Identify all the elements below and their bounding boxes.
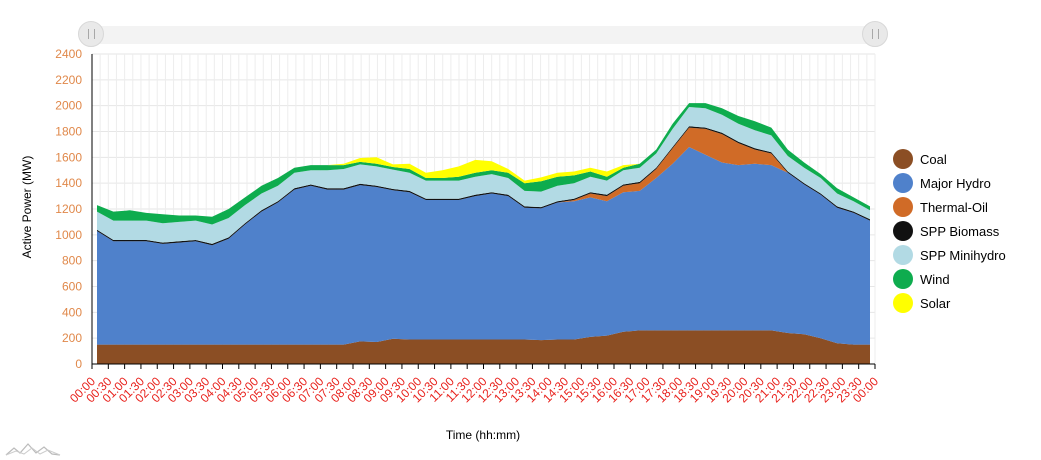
- legend-swatch: [893, 197, 913, 217]
- legend-label: SPP Biomass: [920, 223, 1000, 239]
- legend-label: SPP Minihydro: [920, 247, 1006, 263]
- y-tick-label: 200: [62, 331, 82, 345]
- legend-item[interactable]: Solar: [893, 291, 1006, 315]
- y-tick-label: 1400: [55, 176, 82, 190]
- y-tick-label: 1800: [55, 125, 82, 139]
- legend-label: Wind: [920, 271, 950, 287]
- y-tick-label: 0: [75, 357, 82, 371]
- legend-swatch: [893, 149, 913, 169]
- area-thermal-oil: [97, 127, 870, 246]
- y-tick-label: 400: [62, 305, 82, 319]
- x-scrollbar-track[interactable]: [92, 26, 876, 44]
- y-tick-label: 600: [62, 280, 82, 294]
- grip-icon: [87, 29, 95, 39]
- y-tick-label: 1600: [55, 150, 82, 164]
- legend-label: Coal: [920, 151, 947, 167]
- legend-item[interactable]: SPP Minihydro: [893, 243, 1006, 267]
- series-areas: [97, 103, 870, 364]
- y-tick-label: 1000: [55, 228, 82, 242]
- chart-logo-icon: [5, 443, 61, 456]
- legend-swatch: [893, 293, 913, 313]
- legend: Coal Major Hydro Thermal-Oil SPP Biomass SPP…: [893, 147, 1006, 315]
- area-coal: [97, 330, 870, 364]
- legend-swatch: [893, 173, 913, 193]
- scrollbar-end-grip[interactable]: [862, 21, 888, 47]
- axes: 0 200 400 600 800 1000 1200 1400 1600 1800 2000 220…: [55, 47, 881, 405]
- y-tick-label: 2200: [55, 73, 82, 87]
- grip-icon: [871, 29, 879, 39]
- legend-item[interactable]: SPP Biomass: [893, 219, 1006, 243]
- area-spp-minihydro: [97, 107, 870, 244]
- y-tick-label: 1200: [55, 202, 82, 216]
- legend-swatch: [893, 269, 913, 289]
- legend-swatch: [893, 245, 913, 265]
- legend-label: Thermal-Oil: [920, 199, 988, 215]
- x-axis-title: Time (hh:mm): [445, 428, 521, 442]
- area-major-hydro: [97, 147, 870, 345]
- legend-label: Solar: [920, 295, 951, 311]
- legend-label: Major Hydro: [920, 175, 991, 191]
- legend-swatch: [893, 221, 913, 241]
- legend-item[interactable]: Major Hydro: [893, 171, 1006, 195]
- y-tick-label: 2400: [55, 47, 82, 61]
- legend-item[interactable]: Coal: [893, 147, 1006, 171]
- legend-item[interactable]: Thermal-Oil: [893, 195, 1006, 219]
- scrollbar-start-grip[interactable]: [78, 21, 104, 47]
- legend-item[interactable]: Wind: [893, 267, 1006, 291]
- y-tick-label: 800: [62, 254, 82, 268]
- y-tick-label: 2000: [55, 99, 82, 113]
- y-axis-title: Active Power (MW): [20, 155, 34, 259]
